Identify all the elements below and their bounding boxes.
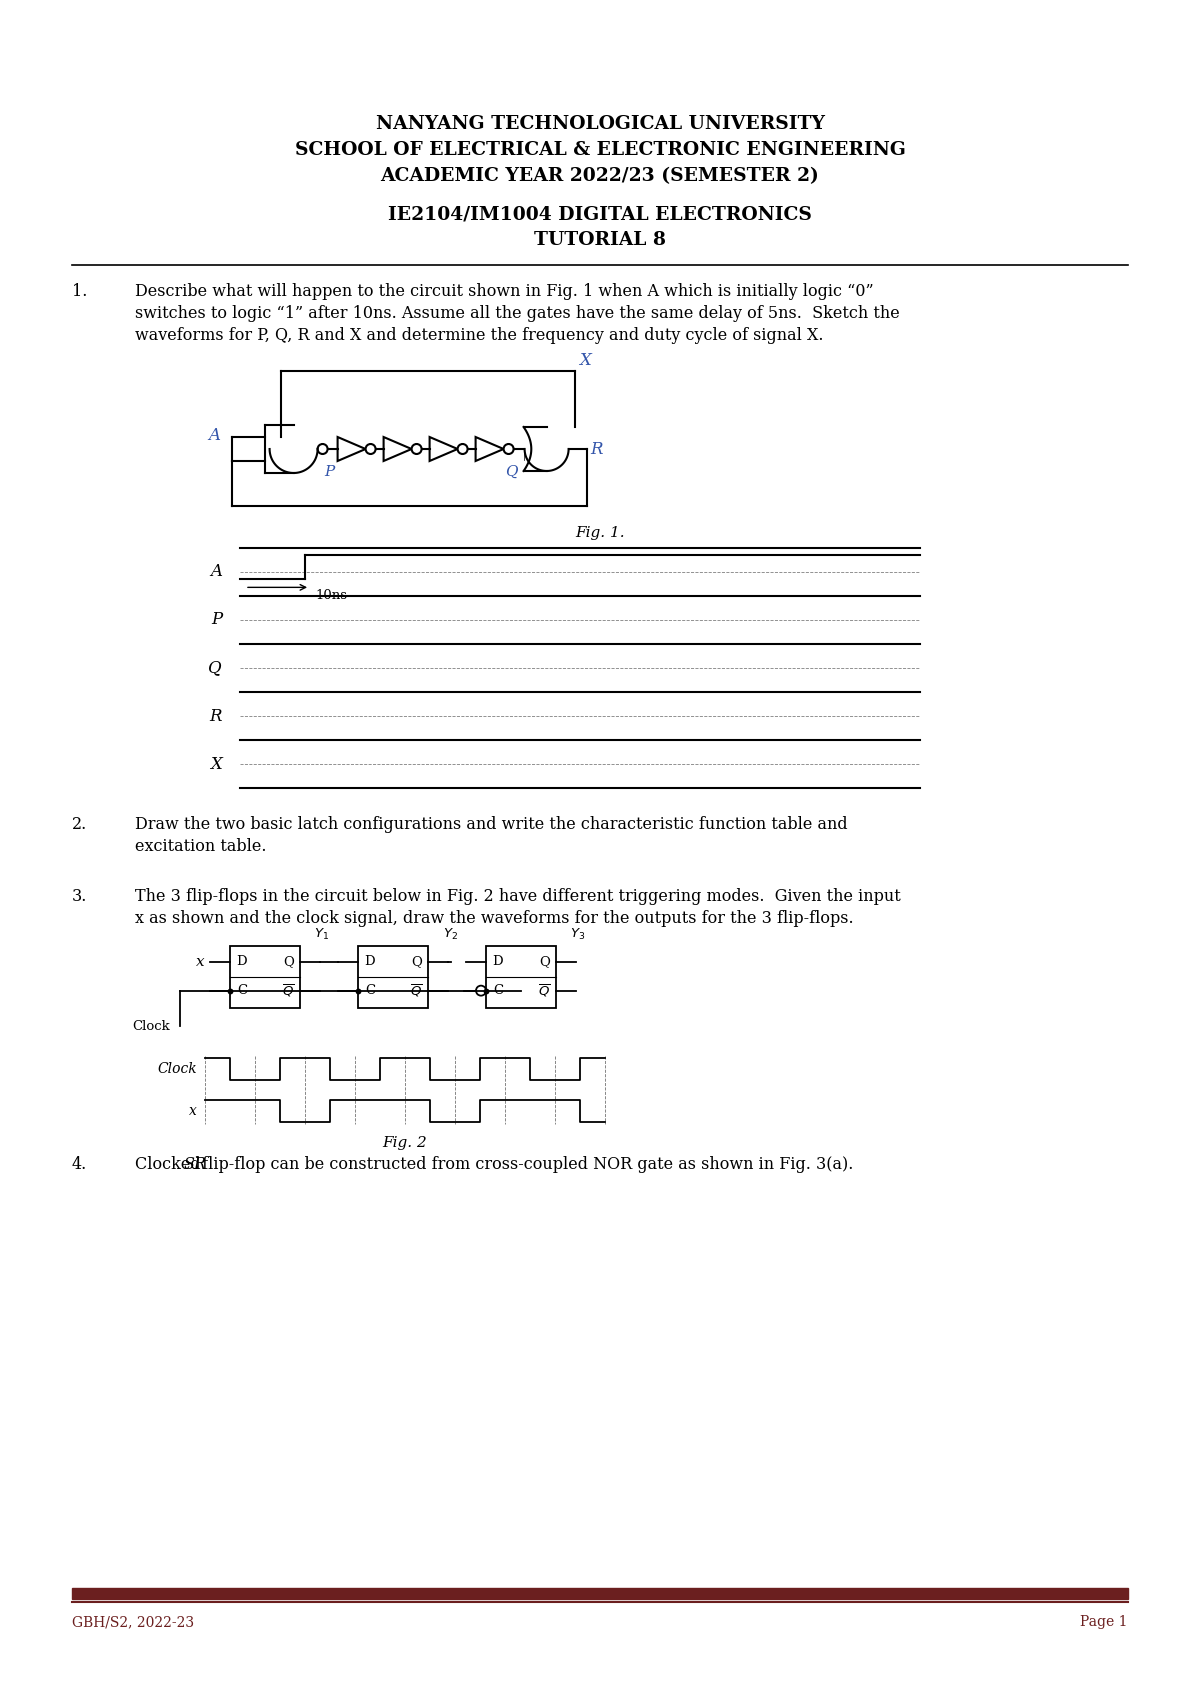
Text: $\overline{Q}$: $\overline{Q}$ <box>538 983 550 998</box>
Text: IE2104/IM1004 DIGITAL ELECTRONICS: IE2104/IM1004 DIGITAL ELECTRONICS <box>388 205 812 222</box>
Text: Clock: Clock <box>157 1061 197 1077</box>
Bar <box>486 946 556 1009</box>
Text: x as shown and the clock signal, draw the waveforms for the outputs for the 3 fl: x as shown and the clock signal, draw th… <box>134 910 853 927</box>
Text: ACADEMIC YEAR 2022/23 (SEMESTER 2): ACADEMIC YEAR 2022/23 (SEMESTER 2) <box>380 166 820 185</box>
Text: $Y_2$: $Y_2$ <box>443 927 457 942</box>
Text: Q: Q <box>539 954 550 968</box>
Text: $\overline{Q}$: $\overline{Q}$ <box>409 983 422 998</box>
Text: GBH/S2, 2022-23: GBH/S2, 2022-23 <box>72 1615 194 1628</box>
Text: TUTORIAL 8: TUTORIAL 8 <box>534 231 666 250</box>
Text: Clock: Clock <box>132 1019 170 1032</box>
Text: SR: SR <box>184 1156 206 1173</box>
Text: P: P <box>211 611 222 628</box>
Text: x: x <box>197 954 205 968</box>
Text: A: A <box>210 564 222 581</box>
Bar <box>72 1588 1128 1600</box>
Text: X: X <box>578 351 590 368</box>
Text: $\overline{Q}$: $\overline{Q}$ <box>282 983 294 998</box>
Text: waveforms for P, Q, R and X and determine the frequency and duty cycle of signal: waveforms for P, Q, R and X and determin… <box>134 328 823 345</box>
Text: Draw the two basic latch configurations and write the characteristic function ta: Draw the two basic latch configurations … <box>134 817 847 834</box>
Text: R: R <box>210 708 222 725</box>
Text: 1.: 1. <box>72 284 88 301</box>
Text: D: D <box>236 954 247 968</box>
Bar <box>230 946 300 1009</box>
Text: C: C <box>365 985 376 997</box>
Text: X: X <box>210 756 222 773</box>
Text: A: A <box>208 426 220 443</box>
Bar <box>358 946 428 1009</box>
Text: C: C <box>493 985 503 997</box>
Text: Q: Q <box>505 465 518 479</box>
Text: 3.: 3. <box>72 888 88 905</box>
Text: 4.: 4. <box>72 1156 88 1173</box>
Text: excitation table.: excitation table. <box>134 839 266 856</box>
Text: R: R <box>590 440 604 457</box>
Text: D: D <box>492 954 503 968</box>
Text: x: x <box>190 1104 197 1117</box>
Text: 2.: 2. <box>72 817 88 834</box>
Text: $Y_1$: $Y_1$ <box>314 927 330 942</box>
Text: switches to logic “1” after 10ns. Assume all the gates have the same delay of 5n: switches to logic “1” after 10ns. Assume… <box>134 306 900 323</box>
Text: C: C <box>238 985 247 997</box>
Text: flip-flop can be constructed from cross-coupled NOR gate as shown in Fig. 3(a).: flip-flop can be constructed from cross-… <box>197 1156 853 1173</box>
Text: Q: Q <box>283 954 294 968</box>
Text: Fig. 1.: Fig. 1. <box>575 526 625 540</box>
Text: NANYANG TECHNOLOGICAL UNIVERSITY: NANYANG TECHNOLOGICAL UNIVERSITY <box>376 115 824 132</box>
Text: Q: Q <box>209 659 222 676</box>
Text: Describe what will happen to the circuit shown in Fig. 1 when A which is initial: Describe what will happen to the circuit… <box>134 284 874 301</box>
Text: SCHOOL OF ELECTRICAL & ELECTRONIC ENGINEERING: SCHOOL OF ELECTRICAL & ELECTRONIC ENGINE… <box>294 141 906 160</box>
Text: 10ns: 10ns <box>314 589 347 603</box>
Text: Q: Q <box>412 954 422 968</box>
Text: $Y_3$: $Y_3$ <box>570 927 586 942</box>
Text: P: P <box>324 465 335 479</box>
Text: D: D <box>364 954 374 968</box>
Text: Fig. 2: Fig. 2 <box>383 1136 427 1150</box>
Text: Clocked: Clocked <box>134 1156 205 1173</box>
Text: The 3 flip-flops in the circuit below in Fig. 2 have different triggering modes.: The 3 flip-flops in the circuit below in… <box>134 888 901 905</box>
Text: Page 1: Page 1 <box>1080 1615 1128 1628</box>
